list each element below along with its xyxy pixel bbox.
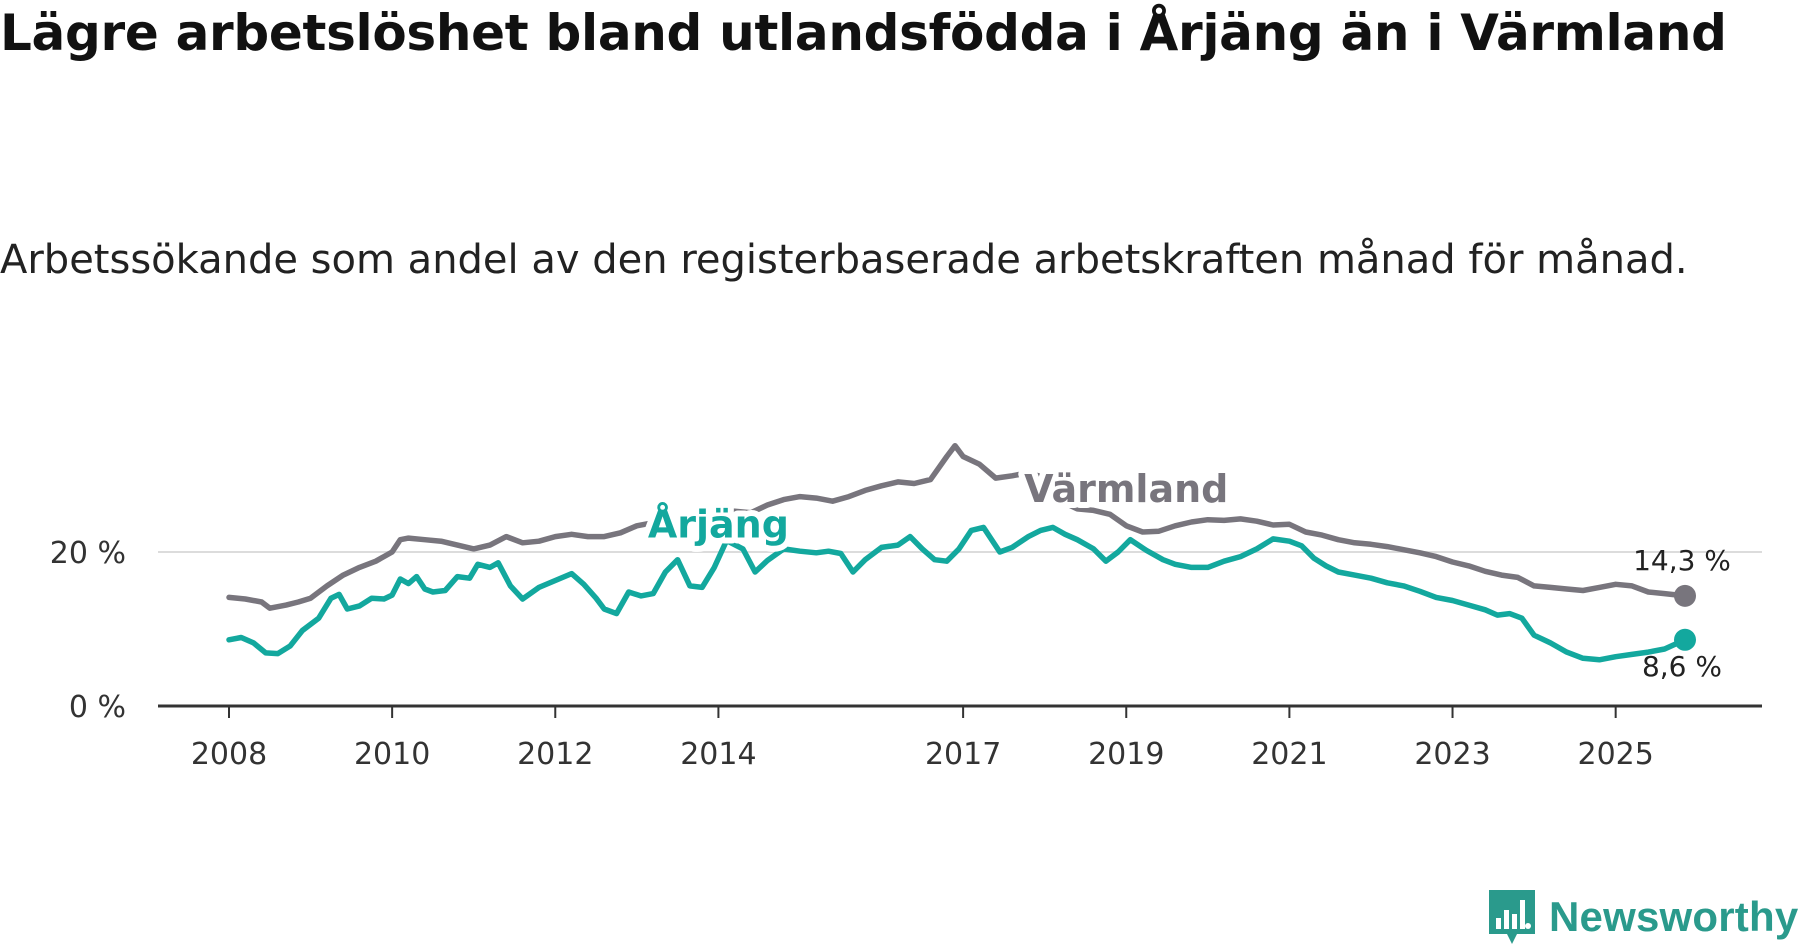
x-tick-label: 2023	[1414, 737, 1490, 772]
series-end-point	[1674, 584, 1696, 607]
series-label-halo: Årjäng	[648, 502, 789, 546]
x-tick-label: 2012	[517, 737, 593, 772]
y-tick-label: 0 %	[69, 690, 126, 725]
series-layer	[226, 442, 1696, 663]
series-line-arjang	[226, 524, 1688, 663]
series-label-halo: Värmland	[1024, 467, 1228, 511]
x-tick-label: 2008	[191, 737, 267, 772]
x-tick-label: 2025	[1577, 737, 1653, 772]
series-end-value-label: 14,3 %	[1633, 544, 1731, 577]
series-end-value-label: 8,6 %	[1642, 650, 1722, 683]
x-tick-label: 2014	[680, 737, 756, 772]
newsworthy-brand[interactable]: Newsworthy	[1487, 888, 1798, 946]
chart-title: Lägre arbetslöshet bland utlandsfödda i …	[0, 4, 1727, 62]
series-label-varmland: Värmland	[1024, 467, 1228, 511]
series-end-point	[1674, 628, 1696, 651]
x-axis: 0 % 20 % 2008 2010 2012 2014 2017 2019 2021 2023 2…	[50, 536, 1762, 772]
x-tick-label: 2019	[1088, 737, 1164, 772]
chart-subtitle: Arbetssökande som andel av den registerb…	[0, 237, 1688, 283]
newsworthy-logo-icon	[1489, 890, 1535, 944]
x-tick-label: 2010	[354, 737, 430, 772]
series-line-varmland	[226, 442, 1688, 611]
x-tick-label: 2021	[1251, 737, 1327, 772]
x-tick-label: 2017	[925, 737, 1001, 772]
brand-name: Newsworthy	[1549, 893, 1799, 940]
y-tick-label: 20 %	[50, 536, 126, 571]
series-label-arjang: Årjäng	[648, 502, 789, 546]
